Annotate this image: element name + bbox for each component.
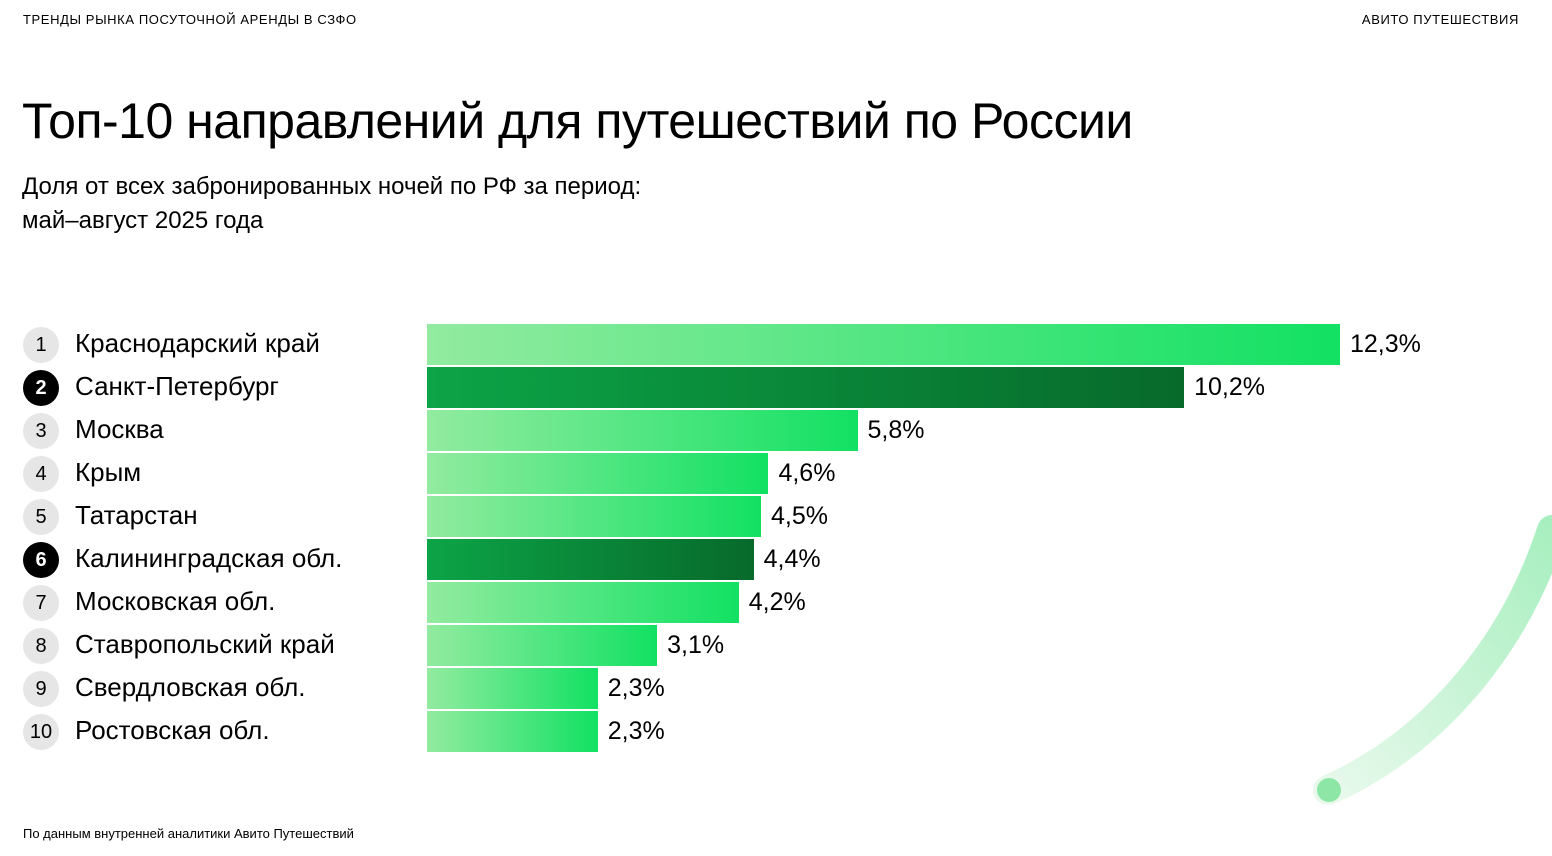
category-label: Татарстан [75, 500, 198, 530]
rank-badge: 5 [23, 499, 59, 535]
category-label: Санкт-Петербург [75, 371, 279, 401]
value-label: 4,5% [771, 502, 828, 530]
value-label: 4,4% [763, 545, 821, 573]
rank-badge: 3 [23, 413, 59, 449]
chart-row: 6 Калининградская обл. 4,4% [0, 538, 1552, 581]
category-label: Ростовская обл. [75, 715, 270, 745]
category-label: Ставропольский край [75, 629, 335, 659]
category-label: Москва [75, 414, 164, 444]
subtitle-line-1: Доля от всех забронированных ночей по РФ… [22, 173, 642, 200]
chart-row: 4 Крым 4,6% [0, 452, 1552, 495]
value-label: 4,2% [748, 588, 806, 616]
subtitle-line-2: май–август 2025 года [22, 207, 264, 234]
chart-row: 1 Краснодарский край 12,3% [0, 323, 1552, 366]
chart-row: 7 Московская обл. 4,2% [0, 581, 1552, 624]
rank-badge: 4 [23, 456, 59, 492]
category-label: Свердловская обл. [75, 672, 306, 702]
rank-badge: 6 [23, 542, 59, 578]
category-label: Московская обл. [75, 586, 276, 616]
category-label: Крым [75, 457, 142, 487]
rank-badge: 9 [23, 671, 59, 707]
bar [427, 711, 598, 752]
bar [427, 625, 658, 666]
bar [427, 668, 598, 709]
value-label: 2,3% [607, 674, 665, 702]
value-label: 10,2% [1194, 373, 1265, 401]
value-label: 5,8% [867, 416, 925, 444]
bar [427, 324, 1340, 365]
report-section-label: ТРЕНДЫ РЫНКА ПОСУТОЧНОЙ АРЕНДЫ В СЗФО [23, 12, 357, 27]
rank-badge: 8 [23, 628, 59, 664]
category-label: Калининградская обл. [75, 543, 343, 573]
chart-row: 5 Татарстан 4,5% [0, 495, 1552, 538]
chart-row: 8 Ставропольский край 3,1% [0, 624, 1552, 667]
chart-row: 10 Ростовская обл. 2,3% [0, 710, 1552, 753]
value-label: 4,6% [778, 459, 836, 487]
bar [427, 582, 739, 623]
bar [427, 539, 754, 580]
brand-label: АВИТО ПУТЕШЕСТВИЯ [1361, 12, 1519, 27]
bar [427, 410, 858, 451]
bar [427, 453, 769, 494]
category-label: Краснодарский край [75, 328, 320, 358]
subtitle: Доля от всех забронированных ночей по РФ… [22, 170, 641, 238]
chart-row: 9 Свердловская обл. 2,3% [0, 667, 1552, 710]
chart-row: 3 Москва 5,8% [0, 409, 1552, 452]
value-label: 3,1% [667, 631, 725, 659]
value-label: 2,3% [607, 717, 665, 745]
value-label: 12,3% [1350, 330, 1421, 358]
rank-badge: 1 [23, 327, 59, 363]
source-note: По данным внутренней аналитики Авито Пут… [23, 826, 354, 841]
page-title: Топ-10 направлений для путешествий по Ро… [22, 93, 1133, 149]
bar [427, 367, 1185, 408]
rank-badge: 2 [23, 370, 59, 406]
rank-badge: 10 [23, 714, 59, 750]
bar [427, 496, 762, 537]
rank-badge: 7 [23, 585, 59, 621]
chart-row: 2 Санкт-Петербург 10,2% [0, 366, 1552, 409]
